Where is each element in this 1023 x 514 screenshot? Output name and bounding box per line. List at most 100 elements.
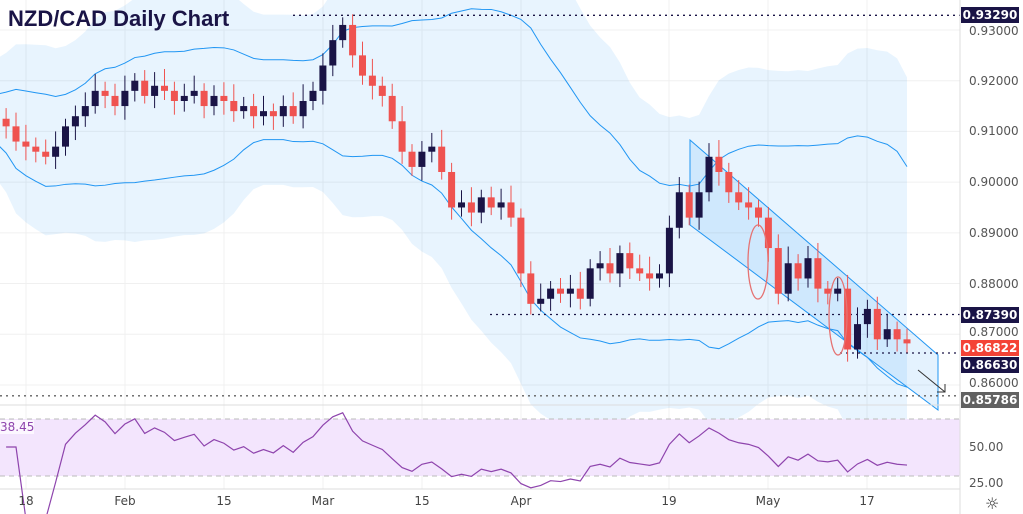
price-tag: 0.86630 bbox=[961, 357, 1019, 373]
candle bbox=[269, 103, 277, 130]
candle bbox=[131, 73, 139, 102]
y-tick-label: 0.92000 bbox=[969, 73, 1019, 88]
candle bbox=[863, 299, 871, 338]
candle bbox=[537, 283, 545, 312]
candle bbox=[260, 95, 267, 126]
candle bbox=[22, 124, 30, 161]
candle bbox=[873, 296, 881, 350]
x-tick-label: Feb bbox=[114, 494, 136, 508]
candle bbox=[2, 108, 10, 139]
candle bbox=[626, 242, 634, 279]
candle bbox=[774, 234, 782, 305]
candle bbox=[755, 199, 762, 227]
candle bbox=[883, 313, 891, 347]
x-tick-label: 19 bbox=[661, 494, 677, 508]
candle bbox=[349, 14, 357, 68]
x-tick-label: 15 bbox=[414, 494, 430, 508]
candle bbox=[764, 206, 772, 262]
price-tag: 0.87390 bbox=[961, 307, 1019, 323]
candle bbox=[170, 81, 178, 115]
candle bbox=[240, 96, 248, 119]
candle bbox=[903, 328, 911, 353]
candle bbox=[329, 24, 337, 77]
candle bbox=[91, 74, 99, 114]
candle bbox=[279, 95, 287, 127]
candle bbox=[467, 187, 475, 227]
candle bbox=[378, 76, 386, 107]
candle bbox=[81, 92, 89, 127]
rsi-line bbox=[6, 411, 908, 514]
x-tick-label: 17 bbox=[859, 494, 875, 508]
arrow-head bbox=[937, 384, 946, 393]
x-tick-label: 15 bbox=[216, 494, 232, 508]
candle bbox=[339, 17, 347, 48]
candle bbox=[141, 70, 149, 104]
y-tick-label: 0.91000 bbox=[969, 124, 1019, 139]
y-tick-label: 0.86000 bbox=[969, 376, 1019, 390]
candle bbox=[814, 242, 822, 303]
rsi-value: 38.45 bbox=[0, 420, 35, 434]
upper-band bbox=[0, 8, 908, 187]
candle bbox=[458, 190, 465, 217]
candle bbox=[477, 189, 485, 224]
candle bbox=[121, 75, 129, 120]
candle bbox=[646, 256, 654, 291]
candle bbox=[794, 254, 802, 291]
candle bbox=[101, 81, 109, 109]
candle bbox=[586, 259, 594, 307]
y-tick-label: 0.87000 bbox=[969, 325, 1019, 339]
candle bbox=[566, 274, 574, 308]
candle bbox=[299, 84, 307, 129]
candle bbox=[527, 261, 535, 315]
outer-band bbox=[0, 0, 907, 477]
chart-title: NZD/CAD Daily Chart bbox=[8, 6, 230, 31]
candle bbox=[438, 129, 446, 180]
candle bbox=[319, 53, 327, 105]
candle bbox=[695, 181, 703, 230]
candle bbox=[151, 72, 159, 109]
candle bbox=[685, 184, 693, 226]
candle bbox=[616, 245, 624, 288]
candle bbox=[804, 246, 812, 288]
candle bbox=[675, 177, 683, 239]
candle bbox=[12, 112, 20, 151]
rsi-tick-label: 25.00 bbox=[969, 476, 1004, 490]
candle bbox=[665, 215, 673, 288]
candle bbox=[32, 137, 40, 163]
rsi-tick-label: 50.00 bbox=[969, 440, 1004, 454]
candle bbox=[725, 162, 733, 203]
candle bbox=[705, 143, 713, 202]
x-tick-label: May bbox=[755, 494, 781, 508]
candle bbox=[398, 106, 406, 164]
candle bbox=[62, 118, 69, 156]
candle bbox=[656, 264, 663, 288]
y-tick-label: 0.88000 bbox=[969, 276, 1019, 291]
candle bbox=[517, 208, 525, 288]
candle bbox=[824, 281, 832, 305]
candle bbox=[547, 281, 555, 311]
candle bbox=[161, 69, 168, 100]
candle bbox=[497, 188, 505, 220]
candle bbox=[111, 83, 119, 116]
candle bbox=[606, 248, 614, 283]
candle bbox=[596, 251, 604, 281]
candle bbox=[210, 85, 218, 116]
candle bbox=[428, 132, 436, 163]
candle bbox=[636, 254, 644, 282]
y-tick-label: 0.90000 bbox=[969, 175, 1019, 190]
candle bbox=[71, 105, 79, 141]
highlight-ellipse bbox=[747, 224, 769, 300]
candle bbox=[893, 321, 901, 352]
candle bbox=[507, 185, 515, 227]
candle bbox=[250, 93, 258, 129]
candle bbox=[309, 81, 317, 111]
settings-icon[interactable]: ☼ bbox=[985, 494, 999, 513]
candle bbox=[557, 277, 564, 303]
candle bbox=[359, 41, 366, 85]
candle bbox=[784, 246, 792, 302]
candle bbox=[834, 277, 842, 302]
candle bbox=[487, 186, 495, 216]
highlight-ellipse bbox=[828, 276, 848, 356]
candle bbox=[289, 92, 297, 124]
